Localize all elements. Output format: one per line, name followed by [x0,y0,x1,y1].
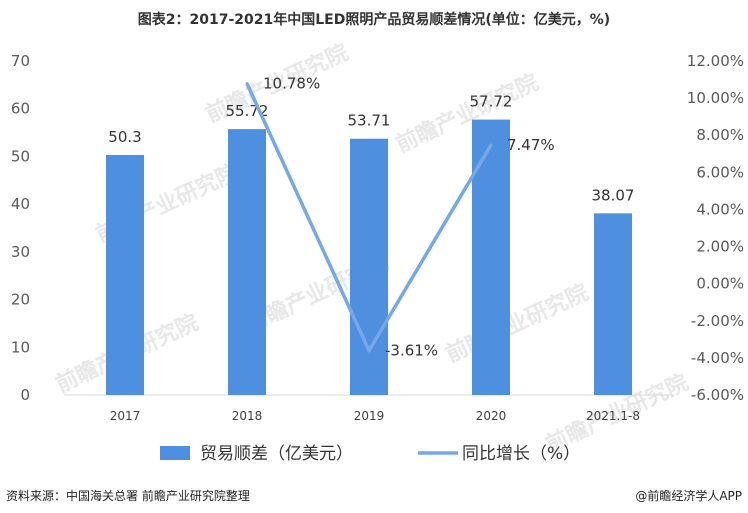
y-left-tick-label: 70 [11,52,30,70]
source-note: 资料来源：中国海关总署 前瞻产业研究院整理 [6,488,250,503]
y-right-tick-label: -2.00% [691,312,744,330]
line-series: 10.78% -3.61% 7.47% [245,75,555,360]
x-tick-label: 2021.1-8 [586,409,640,423]
y-right-tick-label: -6.00% [691,386,744,404]
legend-bar-label: 贸易顺差（亿美元） [200,444,353,464]
line-point [489,143,493,147]
x-tick-label: 2019 [354,409,385,423]
y-left-tick-label: 60 [11,100,30,118]
y-left-tick-label: 20 [11,291,30,309]
x-tick-label: 2018 [232,409,263,423]
x-axis-ticks: 2017 2018 2019 2020 2021.1-8 [110,409,640,423]
y-left-tick-label: 50 [11,147,30,165]
y-left-tick-label: 10 [11,338,30,356]
legend-line-label: 同比增长（%） [462,444,580,464]
line-value-label: 7.47% [507,136,555,154]
bar [228,129,266,396]
y-right-tick-label: 0.00% [696,275,744,293]
credit-note: @前瞻经济学人APP [635,488,742,503]
bar [472,119,510,395]
y-right-tick-label: 8.00% [696,126,744,144]
y-left-tick-label: 0 [20,386,30,404]
watermark-text: 前瞻产业研究院 [442,279,593,368]
bar-value-label: 57.72 [470,93,513,111]
y-axis-right: -6.00% -4.00% -2.00% 0.00% 2.00% 4.00% 6.00% 8.… [687,52,744,404]
bar [106,154,144,395]
line-value-label: 10.78% [263,75,320,93]
y-right-tick-label: 6.00% [696,163,744,181]
legend-bar-swatch [160,446,190,460]
y-right-tick-label: 10.00% [687,89,744,107]
y-right-tick-label: 12.00% [687,52,744,70]
line-point [245,82,249,86]
y-right-tick-label: 2.00% [696,238,744,256]
x-tick-label: 2020 [476,409,507,423]
y-left-tick-label: 30 [11,243,30,261]
y-left-tick-label: 40 [11,195,30,213]
bar-value-label: 53.71 [348,112,391,130]
line-value-label: -3.61% [385,342,438,360]
x-tick-label: 2017 [110,409,141,423]
legend: 贸易顺差（亿美元） 同比增长（%） [160,444,580,464]
chart-title: 图表2：2017-2021年中国LED照明产品贸易顺差情况(单位：亿美元，%) [138,11,610,28]
y-right-tick-label: -4.00% [691,349,744,367]
y-right-tick-label: 4.00% [696,200,744,218]
bar-value-label: 50.3 [108,128,141,146]
bar [350,138,388,396]
y-axis-left: 0 10 20 30 40 50 60 70 [11,52,30,404]
line-point [367,349,371,353]
bar [594,213,632,395]
bar-value-label: 38.07 [592,186,635,204]
